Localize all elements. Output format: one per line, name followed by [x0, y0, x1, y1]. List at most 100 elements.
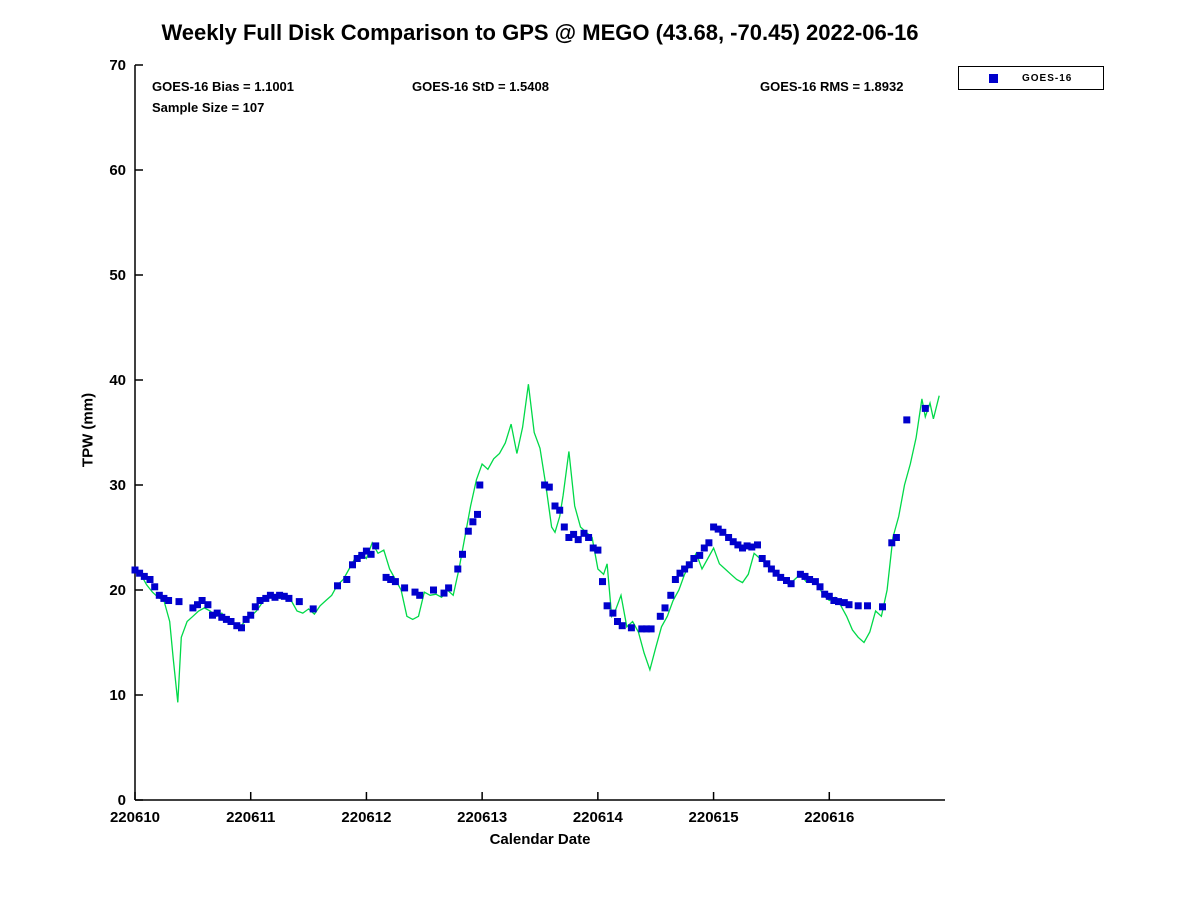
goes16-marker	[343, 576, 351, 583]
goes16-marker	[783, 577, 790, 584]
goes16-marker	[758, 555, 766, 562]
goes16-marker	[367, 550, 375, 558]
goes16-marker	[796, 570, 804, 578]
goes16-marker	[627, 624, 635, 632]
goes16-marker	[661, 604, 669, 612]
goes16-marker	[570, 530, 578, 538]
goes16-marker	[879, 603, 886, 611]
goes16-marker	[589, 544, 597, 552]
goes16-marker	[155, 591, 163, 599]
goes16-marker	[204, 601, 212, 609]
goes16-marker	[743, 542, 751, 550]
goes16-marker	[921, 404, 929, 412]
goes16-marker	[556, 506, 564, 514]
goes16-marker	[262, 594, 270, 602]
y-tick-label: 10	[109, 687, 126, 704]
goes16-marker	[840, 599, 848, 607]
goes16-marker	[710, 523, 718, 531]
goes16-marker	[603, 602, 611, 610]
goes16-marker	[565, 534, 573, 541]
goes16-marker	[845, 601, 853, 609]
goes16-marker	[271, 593, 279, 601]
goes16-marker	[218, 613, 226, 621]
annotation-std: GOES-16 StD = 1.5408	[412, 79, 549, 94]
goes16-marker	[748, 543, 756, 551]
goes16-marker	[700, 544, 708, 552]
x-tick-label: 220615	[689, 809, 739, 826]
goes16-marker	[690, 555, 698, 562]
goes16-marker	[888, 539, 896, 547]
goes16-marker	[811, 578, 819, 586]
goes16-marker	[545, 483, 553, 491]
goes16-marker	[165, 597, 173, 604]
goes16-marker	[131, 566, 139, 574]
annotation-bias: GOES-16 Bias = 1.1001	[152, 79, 295, 94]
goes16-marker	[580, 529, 588, 537]
goes16-marker	[445, 584, 453, 592]
goes16-marker	[806, 576, 814, 583]
x-tick-label: 220614	[573, 809, 624, 826]
goes16-marker	[372, 542, 380, 550]
goes16-marker	[676, 569, 684, 577]
legend-box: GOES-16	[958, 66, 1104, 90]
goes16-marker	[585, 534, 593, 541]
goes16-marker	[213, 609, 221, 617]
goes16-marker	[276, 591, 284, 599]
y-tick-label: 20	[109, 582, 126, 599]
goes16-marker	[189, 604, 197, 612]
goes16-marker	[251, 603, 259, 611]
goes16-marker	[469, 518, 477, 526]
goes16-marker	[903, 416, 911, 424]
goes16-marker	[729, 538, 737, 546]
y-tick-label: 70	[109, 57, 126, 74]
x-tick-label: 220611	[226, 809, 275, 826]
goes16-marker	[821, 590, 829, 598]
goes16-marker	[667, 591, 675, 599]
goes16-marker	[233, 622, 241, 630]
goes16-marker	[714, 525, 722, 533]
goes16-marker	[685, 561, 693, 569]
goes16-marker	[464, 527, 472, 535]
goes16-marker	[551, 502, 559, 510]
goes16-marker	[209, 611, 216, 619]
annotation-rms: GOES-16 RMS = 1.8932	[760, 79, 904, 94]
goes16-marker	[222, 615, 230, 623]
goes16-marker	[140, 572, 148, 580]
y-tick-label: 40	[109, 372, 126, 389]
goes16-marker	[474, 510, 481, 518]
goes16-marker	[353, 555, 361, 562]
goes16-marker	[835, 598, 842, 606]
goes16-marker	[772, 569, 780, 577]
goes16-marker	[334, 582, 341, 590]
goes16-marker	[647, 625, 655, 633]
goes16-marker	[801, 572, 809, 580]
goes16-marker	[574, 536, 582, 544]
goes16-marker	[247, 611, 255, 619]
goes16-marker	[266, 591, 274, 599]
goes16-marker	[560, 523, 568, 531]
goes16-marker	[175, 598, 183, 606]
goes16-marker	[151, 583, 159, 591]
goes16-marker	[705, 539, 713, 547]
goes16-marker	[696, 551, 704, 559]
y-tick-label: 0	[118, 792, 126, 809]
goes16-marker	[387, 576, 395, 583]
goes16-marker	[242, 615, 250, 623]
goes16-marker	[864, 602, 871, 610]
goes16-marker	[194, 601, 201, 609]
legend-marker-square-icon	[989, 73, 998, 83]
goes16-marker	[454, 565, 462, 573]
goes16-marker	[401, 584, 409, 592]
goes16-marker	[671, 576, 679, 583]
goes16-marker	[227, 618, 235, 625]
goes16-marker	[146, 576, 154, 583]
goes16-marker	[609, 609, 617, 617]
chart-title: Weekly Full Disk Comparison to GPS @ MEG…	[161, 20, 919, 45]
y-tick-label: 30	[109, 477, 126, 494]
annotation-sample-size: Sample Size = 107	[152, 100, 265, 115]
goes16-marker	[767, 565, 775, 573]
x-tick-label: 220616	[804, 809, 854, 826]
goes16-marker	[719, 528, 727, 536]
goes16-marker	[618, 622, 626, 630]
goes16-marker	[739, 544, 746, 552]
